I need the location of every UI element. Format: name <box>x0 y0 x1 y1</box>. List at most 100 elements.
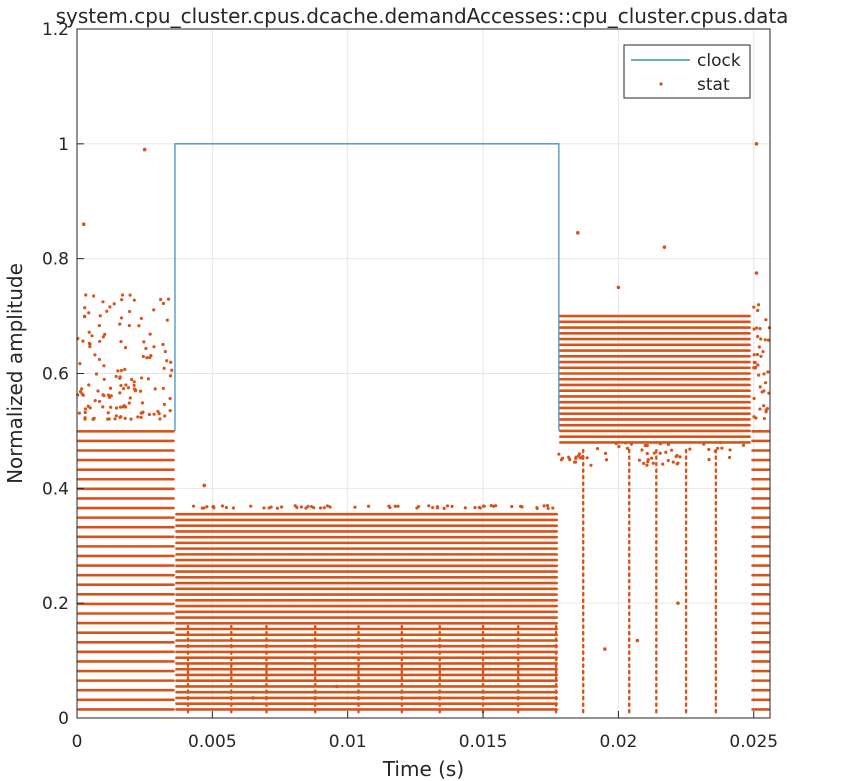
stat-point <box>295 505 299 510</box>
stat-point <box>132 298 136 302</box>
stat-point <box>762 372 766 376</box>
stat-point <box>122 404 126 408</box>
stat-point <box>604 458 609 462</box>
stat-point <box>121 386 126 391</box>
stat-point <box>96 389 100 393</box>
stat-point <box>431 505 435 510</box>
stat-point <box>103 332 107 336</box>
y-tick-label: 0.4 <box>42 479 69 499</box>
axis-ticks: 0 0.005 0.01 0.015 0.02 0.025 0 0.2 0.4 0.6 0.8 1 1.… <box>42 20 778 752</box>
stat-point <box>119 383 123 388</box>
stat-point <box>119 340 123 344</box>
stat-point <box>416 504 421 509</box>
stat-point <box>137 324 141 328</box>
stat-point <box>577 452 582 456</box>
stat-point <box>119 368 124 373</box>
stat-point <box>640 448 644 452</box>
stat-point <box>445 504 450 508</box>
legend-box <box>623 44 751 99</box>
stat-point <box>671 460 675 464</box>
stat-point <box>147 412 152 417</box>
stat-point <box>114 414 118 418</box>
stat-point <box>130 377 134 382</box>
stat-point <box>158 417 162 421</box>
stat-point <box>126 386 131 390</box>
stat-point <box>318 506 323 510</box>
y-tick-label: 0.8 <box>42 250 69 270</box>
stat-point <box>762 389 766 393</box>
stat-point <box>510 504 514 509</box>
stat-point <box>759 354 763 358</box>
stat-point <box>123 367 127 371</box>
stat-point <box>78 389 83 394</box>
stat-point <box>162 402 166 406</box>
stat-point <box>652 451 656 455</box>
stat-point <box>713 449 717 453</box>
stat-point <box>478 506 482 510</box>
stat-point <box>757 373 761 377</box>
stat-point <box>88 406 92 410</box>
stat-point <box>646 457 650 462</box>
stat-point <box>664 450 668 454</box>
stat-point <box>388 505 392 510</box>
stat-point <box>658 451 662 455</box>
stat-point <box>120 298 124 302</box>
stat-point <box>191 504 196 508</box>
stat-point <box>152 308 156 312</box>
stat-point <box>756 334 760 339</box>
stat-point <box>87 330 91 334</box>
stat-point <box>280 505 284 509</box>
stat-point <box>299 505 304 509</box>
y-tick-label: 0.2 <box>42 594 69 614</box>
stat-point <box>645 463 649 467</box>
stat-point <box>463 506 467 510</box>
stat-point <box>542 504 546 508</box>
stat-point <box>118 376 122 380</box>
stat-point <box>752 327 756 331</box>
stat-point <box>82 314 87 318</box>
stat-point <box>262 506 266 510</box>
stat-point <box>275 506 280 510</box>
stat-point <box>92 294 96 298</box>
stat-point <box>152 412 156 416</box>
stat-point <box>481 504 486 508</box>
stat-point <box>163 414 167 418</box>
stat-point <box>546 506 550 511</box>
stat-point <box>145 356 149 360</box>
stat-band-segment <box>175 512 559 711</box>
legend-stat-swatch <box>659 82 663 86</box>
stat-point <box>128 396 132 400</box>
stat-point <box>758 407 762 411</box>
stat-scatter-cluster <box>557 440 746 467</box>
stat-point <box>139 316 143 321</box>
stat-point <box>80 392 84 396</box>
stat-point <box>108 386 113 390</box>
stat-point <box>396 504 400 508</box>
stat-outlier-point <box>576 231 580 235</box>
stat-point <box>625 446 630 450</box>
stat-point <box>102 377 106 381</box>
stat-point <box>212 506 216 510</box>
stat-point <box>728 448 732 452</box>
stat-point <box>752 415 756 419</box>
stat-point <box>231 506 236 510</box>
stat-point <box>127 401 131 405</box>
y-axis-label: Normalized amplitude <box>3 263 27 484</box>
stat-point <box>763 338 767 342</box>
stat-point <box>642 461 646 465</box>
stat-point <box>758 385 762 389</box>
stat-point <box>97 399 102 404</box>
stat-point <box>585 456 589 460</box>
stat-point <box>489 504 493 508</box>
stat-point <box>719 440 723 445</box>
y-tick-label: 1 <box>58 135 69 155</box>
stat-point <box>645 443 649 448</box>
stat-outlier-point <box>603 647 607 651</box>
chart-title: system.cpu_cluster.cpus.dcache.demandAcc… <box>56 4 789 28</box>
stat-point <box>578 456 583 460</box>
stat-point <box>94 372 99 376</box>
stat-point <box>97 323 101 328</box>
stat-point <box>650 456 654 460</box>
stat-scatter-cluster <box>752 303 772 421</box>
stat-point <box>127 323 131 328</box>
